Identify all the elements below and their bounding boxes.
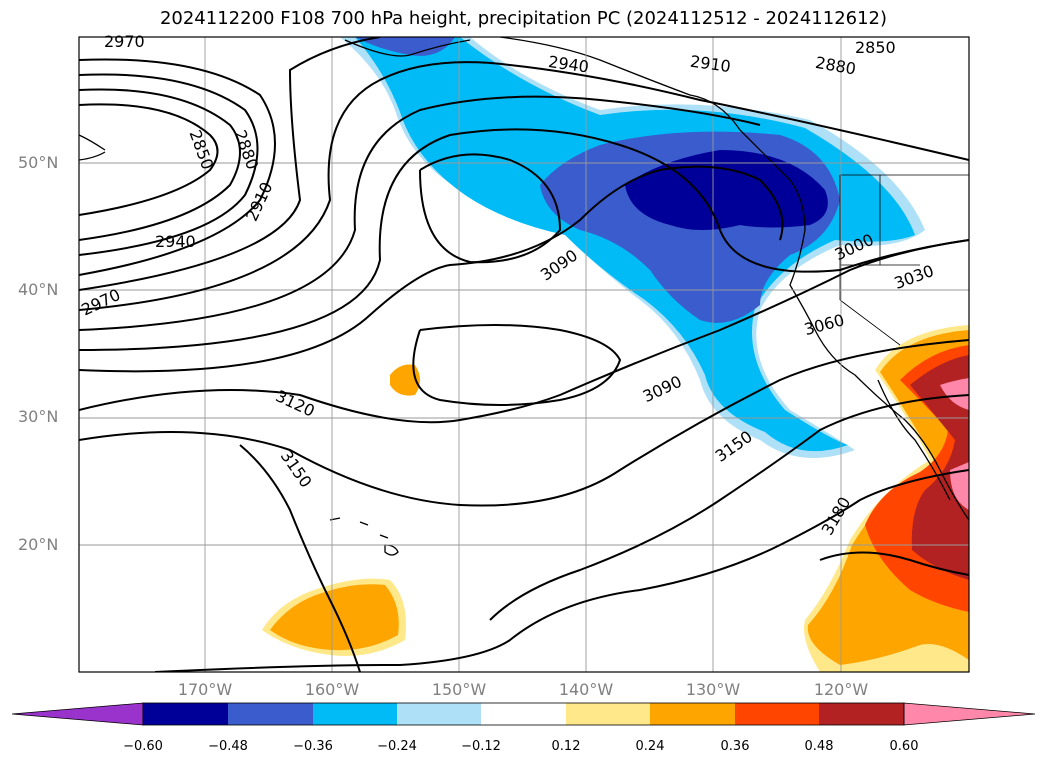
map-frame [78,36,970,673]
contour-label: 3090 [537,246,581,285]
colorbar-tick: 0.24 [635,739,665,754]
precip-positive-orange-small [390,364,420,396]
lon-label: 160°W [304,680,360,699]
lat-label: 30°N [18,407,59,426]
height-contours [79,37,969,672]
coastline-hawaii [329,517,399,556]
contour-label: 2940 [155,232,196,251]
colorbar-tick: −0.12 [461,739,501,754]
colorbar-frame [142,702,905,726]
lon-label: 150°W [431,680,487,699]
contour-line [79,37,381,291]
precip-positive-orange-south [270,584,399,651]
coastlines [79,37,969,556]
colorbar-segment [228,703,313,725]
lon-label: 120°W [813,680,869,699]
contour-line [79,58,276,276]
colorbar-extend-high [903,702,1036,726]
coastline-kamchatka [79,134,106,161]
colorbar-tick: 0.12 [551,739,581,754]
colorbar-segment [566,703,650,725]
colorbar-segment [819,703,904,725]
precip-positive-brown-east [910,355,969,580]
contour-line [239,444,361,672]
contour-label: 3060 [802,310,846,339]
contour-line [79,165,784,373]
map-title: 2024112200 F108 700 hPa height, precipit… [159,8,888,29]
lon-label: 130°W [685,680,741,699]
contour-label: 3150 [277,447,316,491]
lat-label: 20°N [18,535,59,554]
colorbar-tick: 0.36 [720,739,750,754]
coastline-baja [877,379,951,501]
contour-label: 2940 [547,52,590,76]
colorbar-extend-low [11,702,144,726]
contour-line [79,103,219,216]
lat-label: 50°N [18,153,59,172]
contour-line [79,73,259,256]
contour-line [79,95,761,331]
colorbar-segment [735,703,819,725]
admin-borders [839,174,969,346]
contour-label: 2850 [855,38,896,57]
lon-label: 140°W [558,680,614,699]
contour-line [154,469,969,672]
contour-line [79,339,969,507]
coastline-alaska [344,37,741,131]
colorbar-tick: −0.48 [208,739,248,754]
colorbar [11,702,1036,726]
contour-label: 3180 [818,494,855,539]
colorbar-segment [481,703,566,725]
contour-label: 2880 [814,53,857,79]
precip-negative-north-region [355,37,455,56]
colorbar-tick: 0.48 [804,739,834,754]
colorbar-tick: −0.60 [123,739,163,754]
contour-line [79,128,969,351]
colorbar-segment [143,703,228,725]
contour-line [419,153,562,264]
contour-line [412,324,622,406]
contour-label: 2880 [231,127,263,172]
contour-label: 3120 [273,386,318,420]
contour-label: 2970 [104,32,145,51]
contour-label: 2910 [689,52,732,76]
contour-label: 2910 [242,179,276,224]
colorbar-segment [397,703,481,725]
contour-line [79,61,969,311]
contour-line [79,239,969,424]
colorbar-tick: −0.36 [293,739,333,754]
precip-negative-darkest-region [625,150,828,230]
contour-line [489,394,969,621]
precip-positive-pink-east [940,378,969,510]
contour-line [79,88,241,241]
contour-label: 2850 [186,127,218,172]
contour-label: 3090 [640,372,685,406]
coastline-north-america [739,129,969,521]
contour-label: 3030 [892,261,937,293]
colorbar-segment [650,703,735,725]
colorbar-tick: 0.60 [889,739,919,754]
lon-label: 170°W [177,680,233,699]
colorbar-segment [313,703,397,725]
gridlines [79,37,969,672]
colorbar-tick: −0.24 [377,739,417,754]
lat-label: 40°N [18,280,59,299]
contour-line [819,551,969,576]
